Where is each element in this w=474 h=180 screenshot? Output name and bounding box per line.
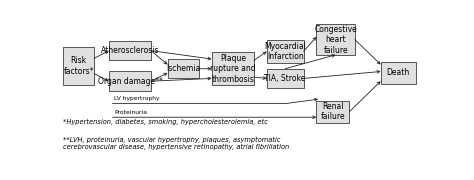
Text: Myocardial
Infarction: Myocardial Infarction	[264, 42, 306, 61]
Text: Atherosclerosis: Atherosclerosis	[100, 46, 159, 55]
FancyBboxPatch shape	[212, 52, 254, 85]
Text: Risk
factors*: Risk factors*	[64, 56, 94, 76]
FancyBboxPatch shape	[109, 41, 151, 60]
Text: Renal
failure: Renal failure	[320, 102, 345, 121]
Text: TIA, Stroke: TIA, Stroke	[264, 74, 306, 83]
FancyBboxPatch shape	[267, 69, 303, 88]
FancyBboxPatch shape	[63, 47, 94, 85]
FancyBboxPatch shape	[316, 24, 355, 55]
FancyBboxPatch shape	[381, 62, 416, 84]
Text: Death: Death	[386, 68, 410, 77]
FancyBboxPatch shape	[109, 71, 151, 91]
Text: Proteinuria: Proteinuria	[114, 110, 147, 115]
FancyBboxPatch shape	[168, 59, 199, 78]
Text: LV hypertrophy: LV hypertrophy	[114, 96, 160, 101]
Text: Organ damage**: Organ damage**	[98, 77, 163, 86]
Text: **LVH, proteinuria, vascular hypertrophy, plaques, asymptomatic
cerebrovascular : **LVH, proteinuria, vascular hypertrophy…	[63, 137, 289, 150]
Text: Plaque
rupture and
thrombosis: Plaque rupture and thrombosis	[210, 54, 255, 84]
Text: *Hypertension, diabetes, smoking, hypercholesterolemia, etc: *Hypertension, diabetes, smoking, hyperc…	[63, 119, 268, 125]
Text: Ischemia: Ischemia	[166, 64, 201, 73]
Text: Congestive
heart
failure: Congestive heart failure	[314, 25, 357, 55]
FancyBboxPatch shape	[267, 40, 303, 63]
FancyBboxPatch shape	[316, 101, 349, 123]
